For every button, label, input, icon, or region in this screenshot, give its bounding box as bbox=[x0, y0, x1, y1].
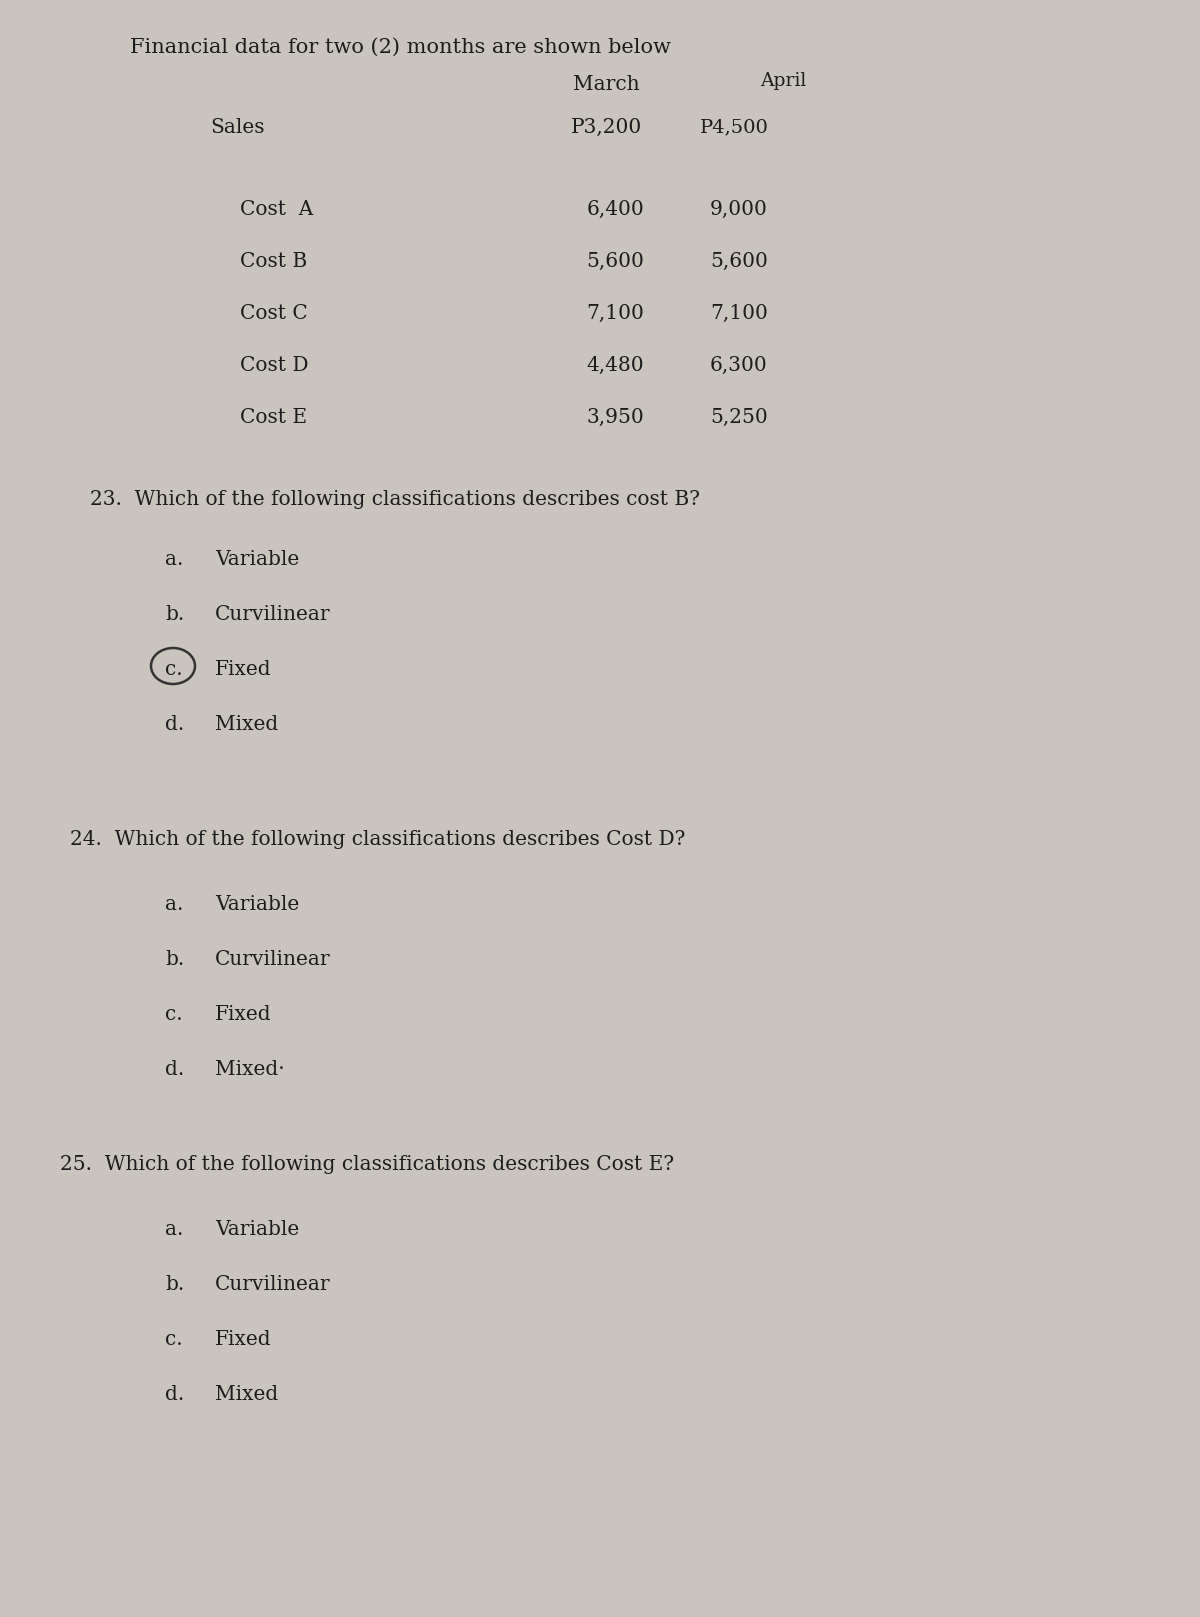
Text: Cost C: Cost C bbox=[240, 304, 307, 323]
Text: c.: c. bbox=[166, 660, 182, 679]
Text: Cost D: Cost D bbox=[240, 356, 308, 375]
Text: Curvilinear: Curvilinear bbox=[215, 951, 331, 969]
Text: Mixed: Mixed bbox=[215, 715, 278, 734]
Text: 4,480: 4,480 bbox=[587, 356, 644, 375]
Text: 6,300: 6,300 bbox=[710, 356, 768, 375]
Text: Cost  A: Cost A bbox=[240, 201, 313, 218]
Text: Variable: Variable bbox=[215, 550, 299, 569]
Text: Fixed: Fixed bbox=[215, 1006, 271, 1024]
Text: c.: c. bbox=[166, 1006, 182, 1024]
Text: 3,950: 3,950 bbox=[587, 407, 644, 427]
Text: 5,600: 5,600 bbox=[586, 252, 644, 272]
Text: b.: b. bbox=[166, 605, 185, 624]
Text: Cost E: Cost E bbox=[240, 407, 307, 427]
Text: a.: a. bbox=[166, 550, 184, 569]
Text: b.: b. bbox=[166, 951, 185, 969]
Text: P3,200: P3,200 bbox=[571, 118, 642, 137]
Text: a.: a. bbox=[166, 894, 184, 914]
Text: d.: d. bbox=[166, 715, 185, 734]
Text: d.: d. bbox=[166, 1061, 185, 1079]
Text: 7,100: 7,100 bbox=[710, 304, 768, 323]
Text: 7,100: 7,100 bbox=[586, 304, 644, 323]
Text: Cost B: Cost B bbox=[240, 252, 307, 272]
Text: April: April bbox=[760, 73, 806, 91]
Text: d.: d. bbox=[166, 1386, 185, 1404]
Text: 9,000: 9,000 bbox=[710, 201, 768, 218]
Text: 5,600: 5,600 bbox=[710, 252, 768, 272]
Text: Mixed: Mixed bbox=[215, 1386, 278, 1404]
Text: Curvilinear: Curvilinear bbox=[215, 1274, 331, 1294]
Text: 24.  Which of the following classifications describes Cost D?: 24. Which of the following classificatio… bbox=[70, 830, 685, 849]
Text: Curvilinear: Curvilinear bbox=[215, 605, 331, 624]
Text: c.: c. bbox=[166, 1331, 182, 1349]
Text: Fixed: Fixed bbox=[215, 660, 271, 679]
Text: b.: b. bbox=[166, 1274, 185, 1294]
Text: Variable: Variable bbox=[215, 894, 299, 914]
Text: 23.  Which of the following classifications describes cost B?: 23. Which of the following classificatio… bbox=[90, 490, 700, 509]
Text: 6,400: 6,400 bbox=[587, 201, 644, 218]
Text: Financial data for two (2) months are shown below: Financial data for two (2) months are sh… bbox=[130, 39, 671, 57]
Text: a.: a. bbox=[166, 1219, 184, 1239]
Text: 25.  Which of the following classifications describes Cost E?: 25. Which of the following classificatio… bbox=[60, 1155, 674, 1174]
Text: March: March bbox=[574, 74, 640, 94]
Text: P4,500: P4,500 bbox=[700, 118, 769, 136]
Text: Fixed: Fixed bbox=[215, 1331, 271, 1349]
Text: 5,250: 5,250 bbox=[710, 407, 768, 427]
Text: Variable: Variable bbox=[215, 1219, 299, 1239]
Text: Sales: Sales bbox=[210, 118, 264, 137]
Text: Mixed·: Mixed· bbox=[215, 1061, 284, 1079]
